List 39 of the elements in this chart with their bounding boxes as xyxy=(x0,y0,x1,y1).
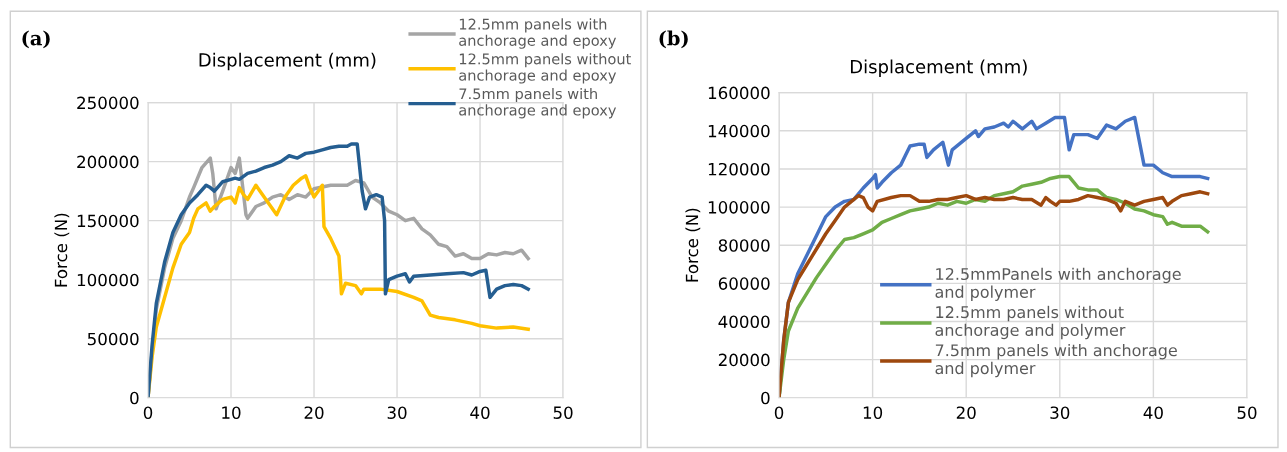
y-tick-label: 100000 xyxy=(77,273,139,287)
y-tick-label: 200000 xyxy=(77,155,139,169)
y-tick-label: 50000 xyxy=(87,332,139,346)
x-tick-label: 10 xyxy=(222,406,241,419)
y-tick-label: 0 xyxy=(130,391,139,405)
legend-label: 12.5mmPanels with anchorage and polymer xyxy=(935,267,1181,302)
chart-title: Displacement (mm) xyxy=(199,52,376,71)
legend-label: 7.5mm panels with anchorage and epoxy xyxy=(459,87,617,119)
x-tick-label: 50 xyxy=(1237,406,1257,419)
y-tick-label: 20000 xyxy=(718,353,770,367)
y-tick-label: 150000 xyxy=(77,214,139,228)
text: (b) xyxy=(659,30,688,49)
legend-label: 7.5mm panels with anchorage and polymer xyxy=(935,343,1177,378)
x-tick-label: 20 xyxy=(956,406,976,419)
y-tick-label: 40000 xyxy=(718,315,770,329)
legend-label: 12.5mm panels without anchorage and polymer xyxy=(935,305,1126,340)
x-tick-label: 40 xyxy=(1143,406,1163,419)
y-axis-title: Force (N) xyxy=(685,208,701,282)
x-tick-label: 10 xyxy=(863,406,883,419)
legend-label: 12.5mm panels without anchorage and epoxy xyxy=(459,53,631,84)
x-tick-label: 40 xyxy=(470,406,490,419)
legend-label: 12.5mm panels with anchorage and epoxy xyxy=(459,18,617,49)
y-axis-title: Force (N) xyxy=(54,213,70,287)
y-tick-label: 140000 xyxy=(708,124,770,138)
chart-title: Displacement (mm) xyxy=(850,59,1027,77)
x-tick-label: 0 xyxy=(143,406,153,419)
y-tick-label: 80000 xyxy=(718,239,770,252)
x-tick-label: 30 xyxy=(1050,406,1070,419)
y-tick-label: 160000 xyxy=(708,86,770,100)
y-tick-label: 60000 xyxy=(718,277,770,290)
text: (a) xyxy=(22,30,50,49)
y-tick-label: 250000 xyxy=(77,96,139,110)
y-tick-label: 100000 xyxy=(708,201,770,214)
x-tick-label: 50 xyxy=(553,406,573,419)
x-tick-label: 20 xyxy=(304,406,324,419)
y-tick-label: 120000 xyxy=(708,162,770,176)
y-tick-label: 0 xyxy=(761,391,770,405)
x-tick-label: 0 xyxy=(774,406,784,419)
x-tick-label: 30 xyxy=(387,406,407,419)
